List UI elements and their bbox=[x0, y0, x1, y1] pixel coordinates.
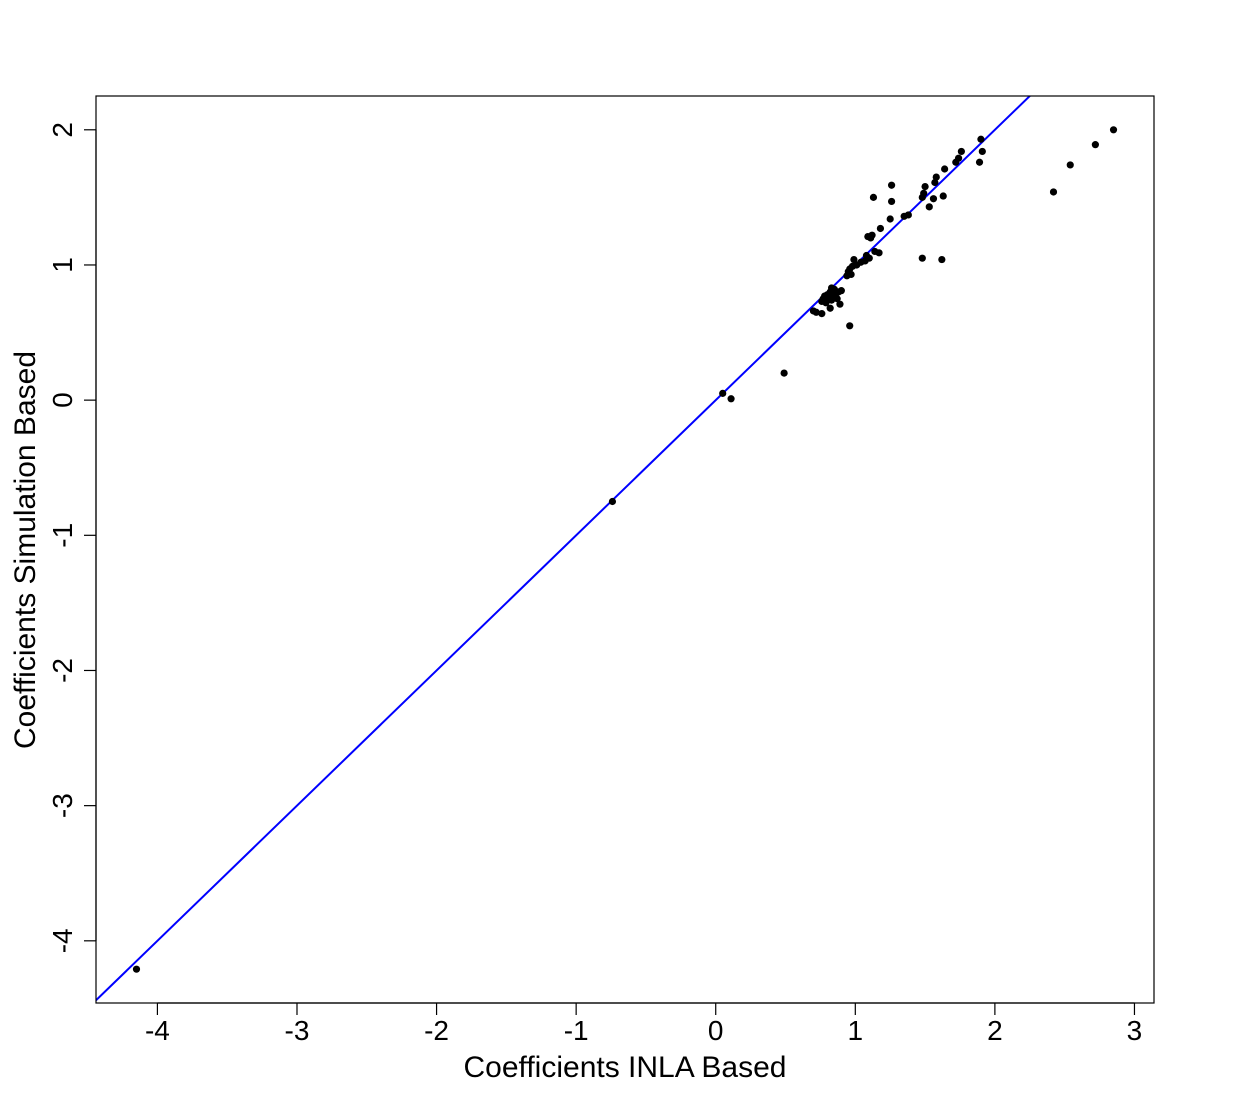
data-point bbox=[608, 497, 617, 506]
data-point bbox=[847, 270, 855, 279]
data-point bbox=[954, 154, 963, 162]
data-point bbox=[938, 255, 946, 264]
data-point bbox=[1091, 141, 1099, 149]
data-point bbox=[727, 395, 735, 403]
data-point bbox=[812, 308, 820, 316]
x-tick-label: -3 bbox=[285, 1015, 310, 1046]
x-axis-title: Coefficients INLA Based bbox=[464, 1051, 787, 1084]
y-tick-label: 2 bbox=[47, 122, 78, 138]
data-point bbox=[1049, 188, 1058, 196]
data-point bbox=[939, 192, 947, 200]
data-point bbox=[921, 182, 929, 191]
data-point bbox=[977, 135, 985, 143]
data-point bbox=[920, 189, 928, 197]
y-tick-label: -2 bbox=[47, 658, 78, 683]
data-point bbox=[132, 965, 141, 973]
data-point bbox=[918, 254, 926, 262]
y-axis: -4 -3 -2 -1 0 1 2 bbox=[47, 122, 97, 953]
data-point bbox=[836, 300, 844, 308]
x-tick-label: 1 bbox=[848, 1015, 864, 1046]
x-tick-label: 2 bbox=[987, 1015, 1003, 1046]
y-tick-label: -1 bbox=[47, 523, 78, 548]
y-axis-title: Coefficients Simulation Based bbox=[9, 351, 42, 749]
data-point bbox=[822, 299, 830, 307]
data-point bbox=[978, 147, 986, 156]
x-tick-label: -4 bbox=[145, 1015, 170, 1046]
data-point bbox=[827, 284, 836, 292]
data-point bbox=[876, 224, 885, 233]
data-point bbox=[846, 322, 854, 330]
x-tick-label: 3 bbox=[1127, 1015, 1143, 1046]
y-tick-label: -4 bbox=[47, 928, 78, 953]
data-point bbox=[887, 181, 896, 189]
data-point bbox=[865, 254, 873, 262]
data-point bbox=[941, 165, 949, 173]
data-point bbox=[904, 211, 912, 219]
x-tick-label: 0 bbox=[708, 1015, 724, 1046]
data-point bbox=[929, 195, 938, 203]
data-point bbox=[932, 173, 940, 181]
y-tick-label: -3 bbox=[47, 793, 78, 818]
x-tick-label: -1 bbox=[564, 1015, 589, 1046]
data-point bbox=[957, 147, 965, 156]
data-point bbox=[818, 310, 826, 318]
y-tick-label: 1 bbox=[47, 257, 78, 273]
x-axis: -4 -3 -2 -1 0 1 2 3 bbox=[145, 1002, 1143, 1046]
plot-frame bbox=[95, 95, 1155, 1004]
data-point bbox=[886, 215, 894, 223]
data-point bbox=[887, 197, 896, 206]
data-point bbox=[850, 255, 858, 264]
data-point bbox=[975, 158, 984, 166]
data-point bbox=[1109, 126, 1118, 134]
x-tick-label: -2 bbox=[424, 1015, 449, 1046]
data-point bbox=[925, 203, 933, 211]
data-point bbox=[869, 193, 878, 201]
data-point bbox=[1066, 161, 1074, 169]
data-point bbox=[719, 389, 727, 397]
y-tick-label: 0 bbox=[47, 392, 78, 408]
data-point bbox=[875, 249, 883, 257]
data-point bbox=[837, 287, 845, 295]
data-point bbox=[833, 295, 841, 303]
data-point bbox=[931, 178, 939, 187]
data-point bbox=[780, 369, 788, 377]
data-point bbox=[826, 304, 834, 312]
data-point bbox=[868, 231, 876, 239]
reference-line bbox=[96, 96, 1032, 1002]
